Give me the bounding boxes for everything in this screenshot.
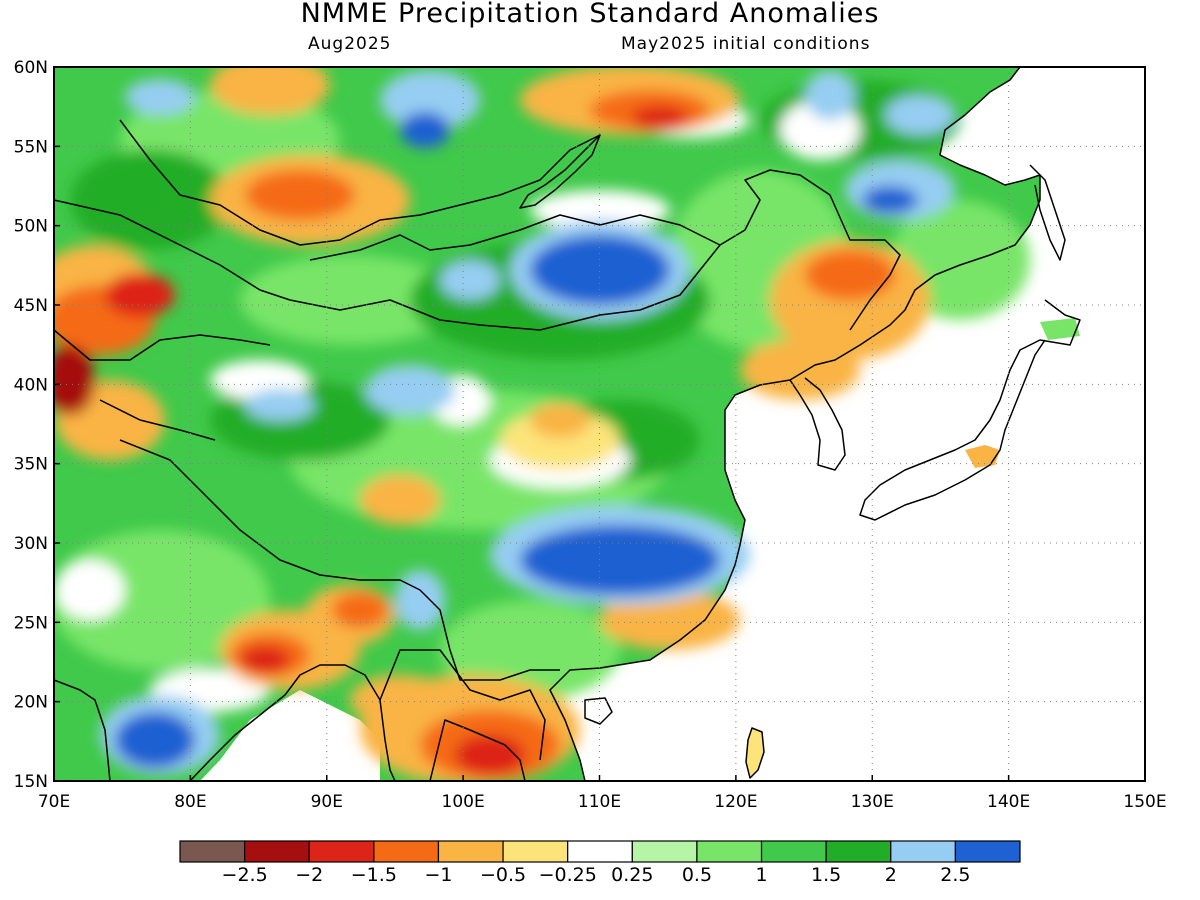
colorbar-swatch bbox=[954, 840, 1021, 863]
east-asia-coastline bbox=[549, 66, 1041, 782]
anomaly-field bbox=[54, 67, 1080, 781]
colorbar-label: −0.25 bbox=[539, 864, 597, 886]
lon-label: 80E bbox=[174, 792, 206, 812]
central-asia-border bbox=[53, 329, 271, 441]
lat-label: 30N bbox=[14, 534, 48, 554]
colorbar-swatch bbox=[567, 840, 633, 863]
india-coastline bbox=[53, 679, 111, 782]
lat-label: 45N bbox=[14, 296, 48, 316]
lon-label: 120E bbox=[714, 792, 757, 812]
honshu-dry-patch bbox=[965, 445, 1000, 468]
taiwan-coastline bbox=[745, 727, 765, 779]
valid-month-label: Aug2025 bbox=[308, 34, 392, 54]
japan-wet-patch bbox=[1040, 318, 1080, 340]
japan-coastline bbox=[859, 299, 1081, 521]
colorbar-swatch bbox=[760, 840, 827, 863]
indochina-coastline bbox=[429, 719, 526, 782]
colorbar-swatch bbox=[373, 840, 440, 863]
colorbar-swatch bbox=[631, 840, 698, 863]
colorbar-swatch bbox=[825, 840, 892, 863]
siberia-border bbox=[119, 119, 601, 246]
lat-label: 55N bbox=[14, 137, 48, 157]
lat-label: 20N bbox=[14, 693, 48, 713]
lon-label: 90E bbox=[311, 792, 343, 812]
colorbar-label: 2 bbox=[885, 864, 897, 886]
colorbar-swatch bbox=[890, 840, 956, 863]
chart-title: NMME Precipitation Standard Anomalies bbox=[300, 0, 880, 29]
colorbar-swatch bbox=[179, 840, 246, 863]
sakhalin-coastline bbox=[1029, 164, 1066, 261]
coastlines bbox=[53, 66, 1081, 782]
lat-label: 40N bbox=[14, 375, 48, 395]
colorbar-label: −1.5 bbox=[351, 864, 397, 886]
lat-label: 50N bbox=[14, 217, 48, 237]
himalaya-border bbox=[119, 439, 560, 681]
colorbar-swatch bbox=[696, 840, 763, 863]
lon-label: 70E bbox=[38, 792, 70, 812]
colorbar-label: −1 bbox=[424, 864, 452, 886]
lat-label: 35N bbox=[14, 455, 48, 475]
lat-label: 25N bbox=[14, 613, 48, 633]
colorbar-label: −2 bbox=[295, 864, 323, 886]
colorbar-swatch bbox=[437, 840, 504, 863]
korea-coastline bbox=[789, 377, 846, 471]
lake-baikal bbox=[519, 134, 601, 209]
lat-label: 60N bbox=[14, 58, 48, 78]
bay-of-bengal-coastline bbox=[189, 664, 396, 782]
lon-label: 140E bbox=[987, 792, 1030, 812]
graticule bbox=[54, 67, 1145, 781]
colorbar-swatch bbox=[308, 840, 375, 863]
colorbar-swatch bbox=[502, 840, 569, 863]
colorbar-label: −0.5 bbox=[480, 864, 526, 886]
colorbar-label: 2.5 bbox=[940, 864, 970, 886]
colorbar: −2.5 −2 −1.5 −1 −0.5 −0.25 0.25 0.5 1 1.5 2 2.5 bbox=[179, 840, 1021, 886]
lon-label: 100E bbox=[442, 792, 485, 812]
colorbar-label: 0.25 bbox=[611, 864, 653, 886]
lon-label: 130E bbox=[851, 792, 894, 812]
axis-labels: 70E 80E 90E 100E 110E 120E 130E 140E 150E 15N 20N 2… bbox=[14, 58, 1167, 812]
southeast-asia-border bbox=[379, 649, 546, 761]
mongolia-border bbox=[309, 214, 721, 261]
lat-label: 15N bbox=[14, 772, 48, 792]
colorbar-label: 0.5 bbox=[682, 864, 712, 886]
lon-label: 150E bbox=[1123, 792, 1166, 812]
hainan-coastline bbox=[584, 697, 613, 725]
colorbar-label: −2.5 bbox=[222, 864, 268, 886]
colorbar-label: 1 bbox=[755, 864, 767, 886]
initial-conditions-label: May2025 initial conditions bbox=[621, 34, 871, 54]
lon-label: 110E bbox=[578, 792, 621, 812]
china-border bbox=[53, 169, 901, 331]
colorbar-label: 1.5 bbox=[811, 864, 841, 886]
colorbar-swatch bbox=[244, 840, 310, 863]
